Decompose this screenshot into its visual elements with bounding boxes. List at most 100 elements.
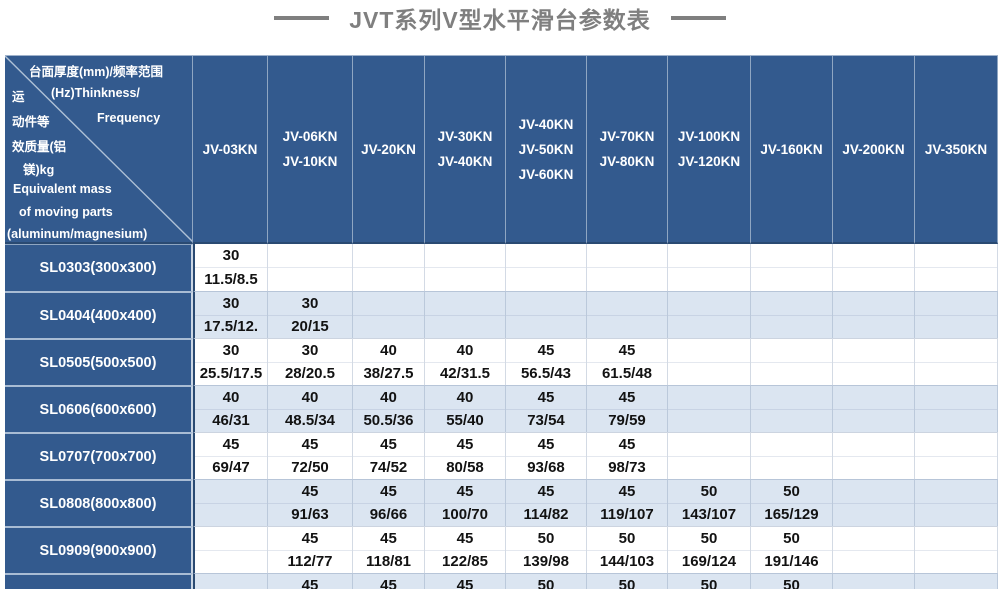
thickness-value: 45 (425, 480, 505, 504)
table-cell (587, 291, 668, 338)
mass-value (833, 316, 914, 339)
table-cell (353, 244, 425, 291)
table-cell (833, 291, 915, 338)
table-cell: 45 (353, 573, 425, 589)
table-cell (833, 479, 915, 526)
column-header-line: JV-80KN (599, 154, 655, 169)
table-cell: 45 119/107 (587, 479, 668, 526)
table-cell: 45 100/70 (425, 479, 506, 526)
table-cell: 45 93/68 (506, 432, 587, 479)
table-cell (425, 244, 506, 291)
table-cell (751, 244, 833, 291)
table-cell (915, 291, 998, 338)
thickness-value (915, 386, 997, 410)
thickness-value: 50 (668, 480, 750, 504)
column-header-line: JV-06KN (282, 129, 338, 144)
thickness-value: 50 (751, 574, 832, 589)
mass-value: 61.5/48 (601, 365, 653, 383)
table-cell (193, 573, 268, 589)
table-cell: 45 (425, 573, 506, 589)
corner-left-label: 运 (12, 90, 25, 104)
column-header-line: JV-50KN (518, 141, 574, 157)
thickness-value: 30 (195, 292, 267, 316)
mass-value: 74/52 (369, 459, 408, 477)
table-cell (915, 573, 998, 589)
thickness-value (833, 574, 914, 589)
thickness-value: 40 (425, 386, 505, 410)
thickness-value (506, 292, 586, 316)
table-cell (751, 432, 833, 479)
mass-value: 139/98 (523, 553, 569, 571)
table-cell: 50 169/124 (668, 526, 751, 573)
thickness-value: 45 (268, 574, 352, 589)
table-cell: 50 (668, 573, 751, 589)
table-cell (668, 338, 751, 385)
mass-value (833, 410, 914, 433)
table-cell (915, 432, 998, 479)
mass-value (833, 457, 914, 480)
corner-left-label: 效质量(铝 (12, 140, 67, 154)
table-cell (193, 479, 268, 526)
row-header: SL0505(500x500) (5, 338, 193, 385)
thickness-value: 40 (195, 386, 267, 410)
mass-value (195, 504, 267, 527)
mass-value: 17.5/12. (203, 318, 259, 336)
mass-value (353, 316, 424, 339)
mass-value (833, 551, 914, 574)
mass-value (915, 457, 997, 480)
thickness-value (915, 244, 997, 268)
table-cell: 45 56.5/43 (506, 338, 587, 385)
column-header-line: JV-200KN (842, 141, 905, 157)
mass-value (915, 316, 997, 339)
thickness-value: 45 (506, 386, 586, 410)
table-cell: 45 91/63 (268, 479, 353, 526)
table-cell (668, 432, 751, 479)
mass-value: 112/77 (287, 553, 333, 571)
page-title: JVT系列V型水平滑台参数表 (0, 0, 1000, 36)
table-cell (833, 338, 915, 385)
column-header: JV-03KN (193, 56, 268, 244)
mass-value: 79/59 (608, 412, 646, 430)
mass-value: 46/31 (212, 412, 250, 430)
thickness-value: 45 (587, 480, 667, 504)
thickness-value: 50 (506, 574, 586, 589)
mass-value (833, 268, 914, 291)
column-header-line: JV-10KN (282, 154, 338, 169)
table-cell: 45 73/54 (506, 385, 587, 432)
thickness-value: 45 (425, 527, 505, 551)
thickness-value: 50 (587, 574, 667, 589)
thickness-value (195, 527, 267, 551)
mass-value: 118/81 (365, 553, 412, 571)
thickness-value (915, 433, 997, 457)
mass-value (668, 316, 750, 339)
table-cell: 50 165/129 (751, 479, 833, 526)
table-cell (751, 338, 833, 385)
thickness-value: 45 (587, 386, 667, 410)
column-header-line: JV-160KN (760, 141, 823, 157)
table-cell (268, 244, 353, 291)
mass-value (751, 410, 832, 433)
table-cell (915, 244, 998, 291)
table-cell: 40 48.5/34 (268, 385, 353, 432)
mass-value (833, 504, 914, 527)
thickness-value: 45 (195, 433, 267, 457)
table-cell (668, 291, 751, 338)
thickness-value (668, 292, 750, 316)
thickness-value: 45 (353, 574, 424, 589)
corner-left-label: Equivalent mass (13, 182, 112, 196)
mass-value (668, 268, 750, 291)
thickness-value: 40 (268, 386, 352, 410)
thickness-value: 30 (195, 244, 267, 268)
thickness-value: 50 (506, 527, 586, 551)
mass-value (506, 316, 586, 339)
table-cell: 45 61.5/48 (587, 338, 668, 385)
thickness-value (751, 339, 832, 363)
thickness-value (195, 480, 267, 504)
mass-value: 11.5/8.5 (204, 271, 258, 288)
mass-value (268, 268, 352, 291)
column-header: JV-30KN JV-40KN (425, 56, 506, 244)
table-cell: 45 112/77 (268, 526, 353, 573)
mass-value: 93/68 (527, 459, 565, 477)
table-cell: 45 74/52 (353, 432, 425, 479)
column-header-line: JV-70KN (599, 129, 655, 144)
